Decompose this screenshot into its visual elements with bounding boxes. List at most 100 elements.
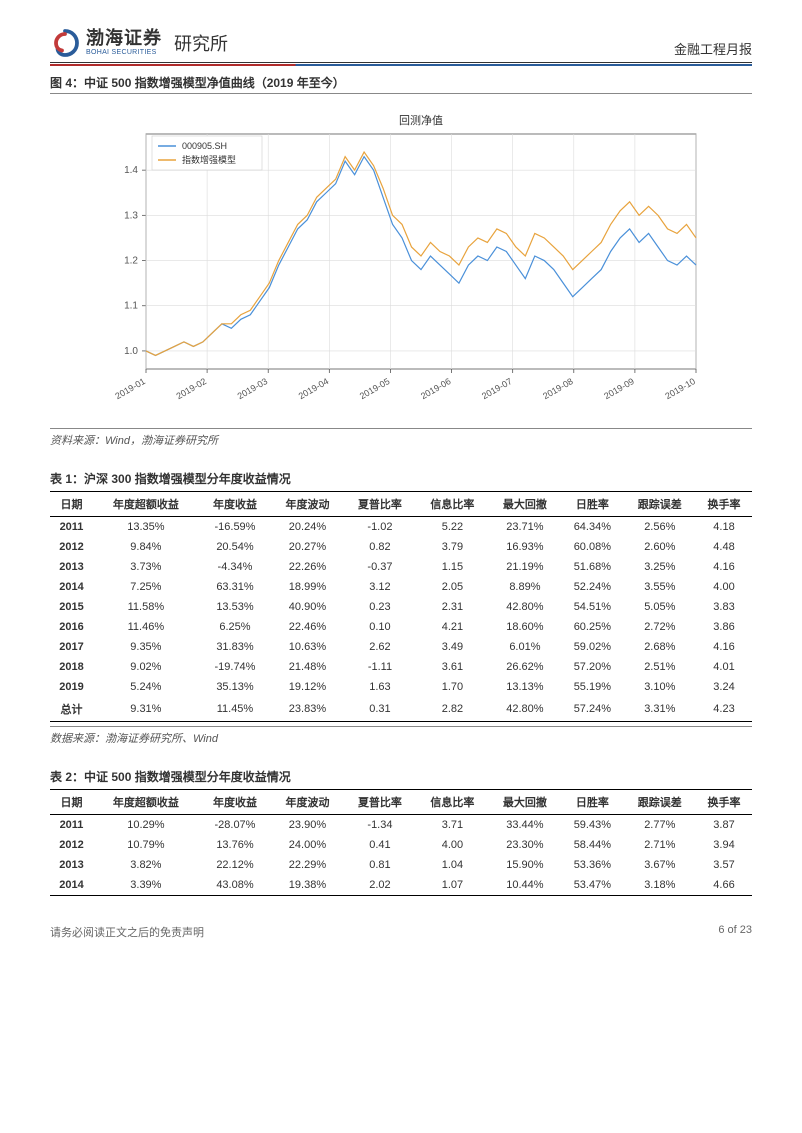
table-header-cell: 日期 [50,492,93,517]
table-header-cell: 日胜率 [561,492,623,517]
table-cell: 3.18% [624,875,696,896]
table-cell: 4.01 [696,657,752,677]
table-cell: 18.99% [271,577,343,597]
table-cell: 10.44% [489,875,561,896]
table-cell: 8.89% [489,577,561,597]
table-cell: 53.36% [561,855,623,875]
svg-text:2019-06: 2019-06 [419,376,453,401]
table-cell: 60.08% [561,537,623,557]
table-cell: -1.34 [344,815,416,836]
svg-text:1.3: 1.3 [124,210,138,221]
company-name-cn: 渤海证券 [86,29,162,49]
table-cell: 4.21 [416,617,488,637]
table-cell: 2014 [50,875,93,896]
table-cell: 2019 [50,677,93,697]
svg-text:2019-09: 2019-09 [602,376,636,401]
figure-source: 资料来源：Wind，渤海证券研究所 [50,428,752,448]
table2: 日期年度超额收益年度收益年度波动夏普比率信息比率最大回撤日胜率跟踪误差换手率20… [50,789,752,896]
table-header-cell: 信息比率 [416,790,488,815]
table2-label: 表 2：中证 500 指数增强模型分年度收益情况 [50,768,752,785]
svg-text:2019-02: 2019-02 [175,376,209,401]
table-cell: 10.79% [93,835,199,855]
svg-text:000905.SH: 000905.SH [182,141,227,151]
table-cell: 2.31 [416,597,488,617]
table-cell: 26.62% [489,657,561,677]
table-cell: -1.11 [344,657,416,677]
table1-label: 表 1：沪深 300 指数增强模型分年度收益情况 [50,470,752,487]
table-cell: 11.45% [199,697,271,722]
table-cell: 2.60% [624,537,696,557]
table-row: 20195.24%35.13%19.12%1.631.7013.13%55.19… [50,677,752,697]
table-cell: 9.35% [93,637,199,657]
table-cell: 总计 [50,697,93,722]
table-cell: 3.55% [624,577,696,597]
table-cell: 9.31% [93,697,199,722]
table-cell: 2015 [50,597,93,617]
table-cell: 3.12 [344,577,416,597]
table-cell: 4.18 [696,517,752,538]
svg-text:2019-04: 2019-04 [297,376,331,401]
table-cell: 52.24% [561,577,623,597]
table-cell: 3.83 [696,597,752,617]
table-cell: 2016 [50,617,93,637]
figure-label: 图 4：中证 500 指数增强模型净值曲线（2019 年至今） [50,74,752,94]
table-cell: -1.02 [344,517,416,538]
table-cell: 22.26% [271,557,343,577]
table-cell: 0.82 [344,537,416,557]
table-cell: 2.05 [416,577,488,597]
table-cell: 23.71% [489,517,561,538]
table-cell: 23.83% [271,697,343,722]
table-cell: 42.80% [489,697,561,722]
table-cell: 0.81 [344,855,416,875]
nav-chart: 1.01.11.21.31.42019-012019-022019-032019… [91,104,711,424]
logo-text: 渤海证券 BOHAI SECURITIES [86,29,162,56]
table-cell: 1.70 [416,677,488,697]
table-header-cell: 跟踪误差 [624,790,696,815]
table-cell: 4.16 [696,637,752,657]
table-cell: 42.80% [489,597,561,617]
disclaimer: 请务必阅读正文之后的免责声明 [50,924,204,940]
table-cell: 5.24% [93,677,199,697]
svg-text:1.0: 1.0 [124,346,138,357]
svg-text:1.2: 1.2 [124,256,138,267]
table-header-cell: 日期 [50,790,93,815]
table-cell: 0.23 [344,597,416,617]
table-cell: 20.27% [271,537,343,557]
table-header-cell: 年度收益 [199,492,271,517]
chart-container: 1.01.11.21.31.42019-012019-022019-032019… [50,104,752,424]
table-row: 201511.58%13.53%40.90%0.232.3142.80%54.5… [50,597,752,617]
table-header-cell: 跟踪误差 [624,492,696,517]
table-cell: 13.53% [199,597,271,617]
table-cell: 15.90% [489,855,561,875]
table-cell: -28.07% [199,815,271,836]
svg-text:1.1: 1.1 [124,301,138,312]
table-cell: 59.43% [561,815,623,836]
table-cell: 18.60% [489,617,561,637]
table-cell: 5.05% [624,597,696,617]
table-cell: 6.01% [489,637,561,657]
doc-type: 金融工程月报 [674,39,752,58]
page-footer: 请务必阅读正文之后的免责声明 6 of 23 [50,924,752,940]
table-cell: 10.63% [271,637,343,657]
logo-icon [50,28,80,58]
table-row: 20129.84%20.54%20.27%0.823.7916.93%60.08… [50,537,752,557]
table-cell: 2011 [50,517,93,538]
table-cell: 51.68% [561,557,623,577]
table-cell: 11.58% [93,597,199,617]
svg-text:2019-08: 2019-08 [541,376,575,401]
table-cell: 22.29% [271,855,343,875]
table-cell: 4.00 [416,835,488,855]
header-underline [50,64,752,66]
table-cell: 3.71 [416,815,488,836]
table-cell: 3.24 [696,677,752,697]
table-cell: 2013 [50,557,93,577]
logo-block: 渤海证券 BOHAI SECURITIES 研究所 [50,28,228,58]
table-row: 20147.25%63.31%18.99%3.122.058.89%52.24%… [50,577,752,597]
table-cell: 2.82 [416,697,488,722]
table-header-cell: 信息比率 [416,492,488,517]
table-cell: 13.76% [199,835,271,855]
table-row: 201113.35%-16.59%20.24%-1.025.2223.71%64… [50,517,752,538]
svg-text:2019-07: 2019-07 [480,376,514,401]
institute-label: 研究所 [174,30,228,56]
table1: 日期年度超额收益年度收益年度波动夏普比率信息比率最大回撤日胜率跟踪误差换手率20… [50,491,752,722]
